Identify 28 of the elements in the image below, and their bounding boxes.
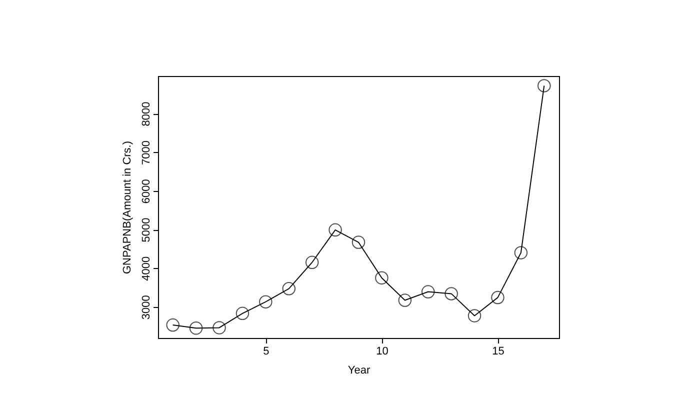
point [282,282,296,296]
point [236,306,250,320]
y-axis-title: GNPAPNB(Amount in Crs.) [122,140,134,274]
x-tick-label: 10 [376,346,388,358]
point [444,287,458,300]
y-tick-label: 3000 [140,295,152,320]
point [514,246,528,260]
y-tick-label: 7000 [140,140,152,165]
point [305,256,319,269]
y-tick-label: 4000 [140,256,152,281]
point [189,321,203,335]
point [259,295,272,308]
y-tick-label: 8000 [140,102,152,126]
y-tick-label: 6000 [140,179,152,204]
point [352,236,366,249]
x-tick-label: 15 [492,346,504,358]
point [375,271,388,284]
point [212,321,226,334]
point [421,285,435,298]
point [468,309,482,322]
point [166,318,180,332]
x-tick-label: 5 [263,346,270,358]
point [328,223,342,237]
point [398,294,412,307]
point [491,290,504,304]
y-tick-label: 5000 [140,218,152,242]
x-axis-title: Year [348,364,370,376]
point [538,79,551,92]
